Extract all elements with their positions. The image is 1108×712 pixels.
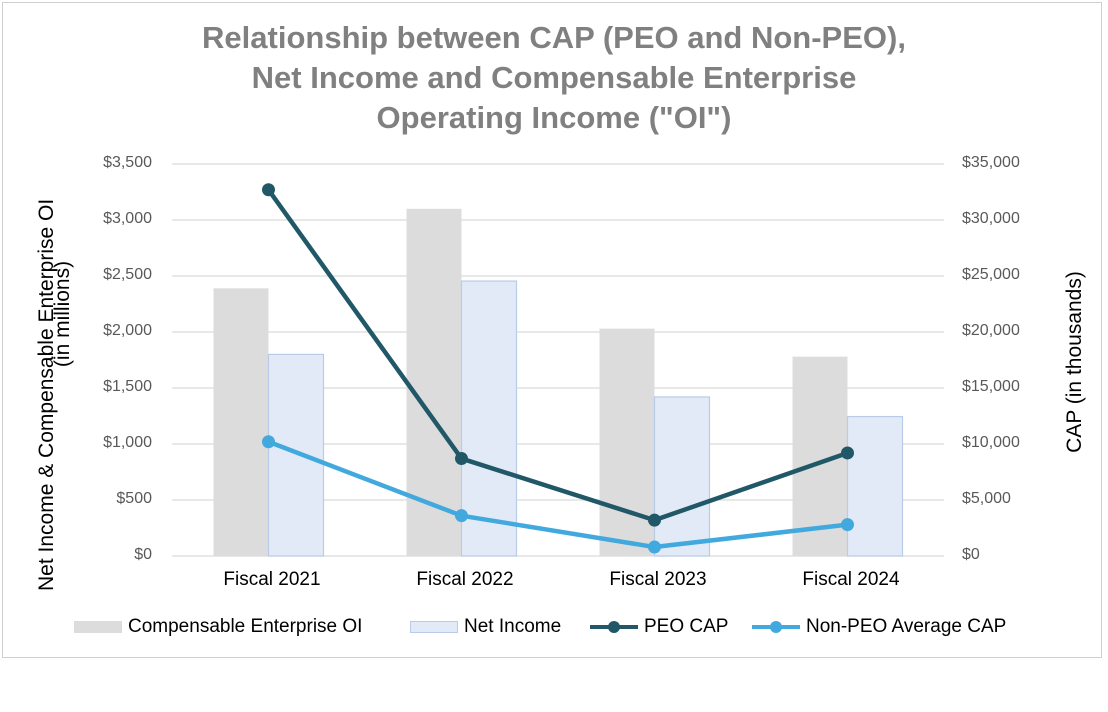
chart-frame [2, 2, 1102, 658]
x-tick-label: Fiscal 2024 [802, 569, 900, 590]
legend-item-net-income: Net Income [410, 616, 561, 638]
chart-title-line-3: Operating Income ("OI") [376, 100, 732, 135]
right-y-tick-label: $15,000 [962, 378, 1020, 395]
legend-item-non-peo-cap: Non-PEO Average CAP [752, 616, 1006, 638]
point-peo-cap [841, 446, 854, 460]
left-y-tick-label: $3,000 [103, 210, 152, 227]
point-peo-cap [455, 452, 468, 466]
legend-label: Non-PEO Average CAP [806, 616, 1007, 637]
point-peo-cap [262, 183, 275, 197]
left-y-tick-label: $2,500 [103, 266, 152, 283]
legend-item-peo-cap: PEO CAP [590, 616, 728, 638]
right-y-tick-label: $0 [962, 546, 980, 563]
bar-net-income [653, 396, 711, 557]
point-non-peo-cap [455, 509, 468, 523]
x-tick-label: Fiscal 2022 [416, 569, 514, 590]
point-non-peo-cap [648, 540, 661, 554]
chart-title-line-1: Relationship between CAP (PEO and Non-PE… [202, 20, 906, 55]
legend-item-compensable-oi: Compensable Enterprise OI [74, 616, 362, 638]
bar-net-income [846, 415, 904, 557]
bar-net-income [460, 280, 518, 557]
legend-swatch-bar-icon [410, 621, 458, 633]
left-y-tick-label: $1,000 [103, 434, 152, 451]
legend-swatch-line-icon [752, 616, 800, 638]
x-tick-label: Fiscal 2023 [609, 569, 707, 590]
left-y-tick-label: $500 [116, 490, 152, 507]
legend-swatch-bar-icon [74, 621, 122, 633]
right-y-tick-label: $35,000 [962, 154, 1020, 171]
legend-label: PEO CAP [644, 616, 729, 637]
left-y-tick-label: $0 [134, 546, 152, 563]
left-y-tick-label: $2,000 [103, 322, 152, 339]
line-peo-cap [266, 188, 849, 523]
legend-swatch-line-icon [590, 616, 638, 638]
bar-net-income [267, 353, 325, 557]
point-non-peo-cap [262, 435, 275, 449]
point-non-peo-cap [841, 518, 854, 532]
chart-title-line-2: Net Income and Compensable Enterprise [251, 60, 857, 95]
line-non-peo-cap [267, 439, 848, 550]
right-axis-title: CAP (in thousands) [1063, 271, 1086, 453]
right-y-tick-label: $20,000 [962, 322, 1020, 339]
bar-compensable-oi [599, 328, 655, 556]
legend-label: Net Income [464, 616, 562, 637]
bar-compensable-oi [213, 288, 269, 556]
legend-label: Compensable Enterprise OI [128, 616, 363, 637]
left-y-tick-label: $1,500 [103, 378, 152, 395]
x-tick-label: Fiscal 2021 [223, 569, 321, 590]
right-y-tick-label: $30,000 [962, 210, 1020, 227]
right-y-tick-label: $5,000 [962, 490, 1011, 507]
right-y-tick-label: $10,000 [962, 434, 1020, 451]
point-peo-cap [648, 513, 661, 527]
left-y-tick-label: $3,500 [103, 154, 152, 171]
left-axis-title-line-2: (in millions) [51, 260, 74, 368]
right-y-tick-label: $25,000 [962, 266, 1020, 283]
